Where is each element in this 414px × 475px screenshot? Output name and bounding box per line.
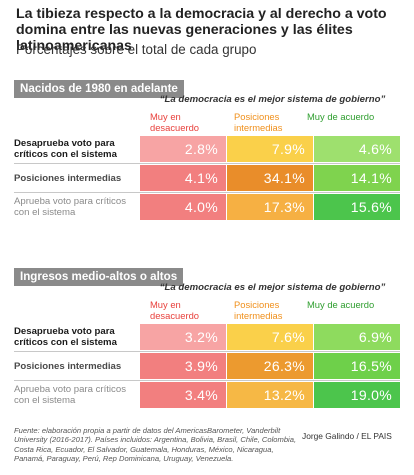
row-label: Posiciones intermedias (14, 360, 122, 372)
column-header: Muy en desacuerdo (150, 111, 199, 133)
footnote: Fuente: elaboración propia a partir de d… (14, 426, 297, 464)
value-cell: 4.0% (140, 194, 226, 220)
section-header: Nacidos de 1980 en adelante (14, 80, 184, 98)
row-label: Aprueba voto para críticos con el sistem… (14, 384, 126, 406)
value-cell: 7.6% (227, 324, 313, 350)
value-cell: 15.6% (314, 194, 400, 220)
row-label: Posiciones intermedias (14, 172, 122, 184)
value-cell: 3.9% (140, 353, 226, 379)
row-label: Desaprueba voto para críticos con el sis… (14, 138, 117, 160)
column-header: Posiciones intermedias (234, 111, 283, 133)
value-cell: 19.0% (314, 382, 400, 408)
row-divider (14, 192, 400, 193)
section-quote: “La democracia es el mejor sistema de go… (159, 94, 386, 105)
row-divider (14, 351, 400, 352)
credit: Jorge Galindo / EL PAIS (302, 431, 392, 441)
value-cell: 6.9% (314, 324, 400, 350)
value-cell: 34.1% (227, 165, 313, 191)
value-cell: 4.6% (314, 136, 400, 162)
value-cell: 2.8% (140, 136, 226, 162)
value-cell: 3.2% (140, 324, 226, 350)
column-header: Muy de acuerdo (307, 299, 375, 310)
value-cell: 13.2% (227, 382, 313, 408)
chart-title: La tibieza respecto a la democracia y al… (16, 6, 387, 54)
row-divider (14, 380, 400, 381)
section-header: Ingresos medio-altos o altos (14, 268, 184, 286)
value-cell: 7.9% (227, 136, 313, 162)
column-header: Muy de acuerdo (307, 111, 375, 122)
column-header: Posiciones intermedias (234, 299, 283, 321)
section-quote: “La democracia es el mejor sistema de go… (159, 282, 386, 293)
value-cell: 17.3% (227, 194, 313, 220)
value-cell: 14.1% (314, 165, 400, 191)
value-cell: 3.4% (140, 382, 226, 408)
value-cell: 26.3% (227, 353, 313, 379)
value-cell: 4.1% (140, 165, 226, 191)
column-header: Muy en desacuerdo (150, 299, 199, 321)
row-label: Aprueba voto para críticos con el sistem… (14, 196, 126, 218)
value-cell: 16.5% (314, 353, 400, 379)
row-divider (14, 163, 400, 164)
row-label: Desaprueba voto para críticos con el sis… (14, 326, 117, 348)
chart-subtitle: Porcentajes sobre el total de cada grupo (16, 42, 257, 57)
